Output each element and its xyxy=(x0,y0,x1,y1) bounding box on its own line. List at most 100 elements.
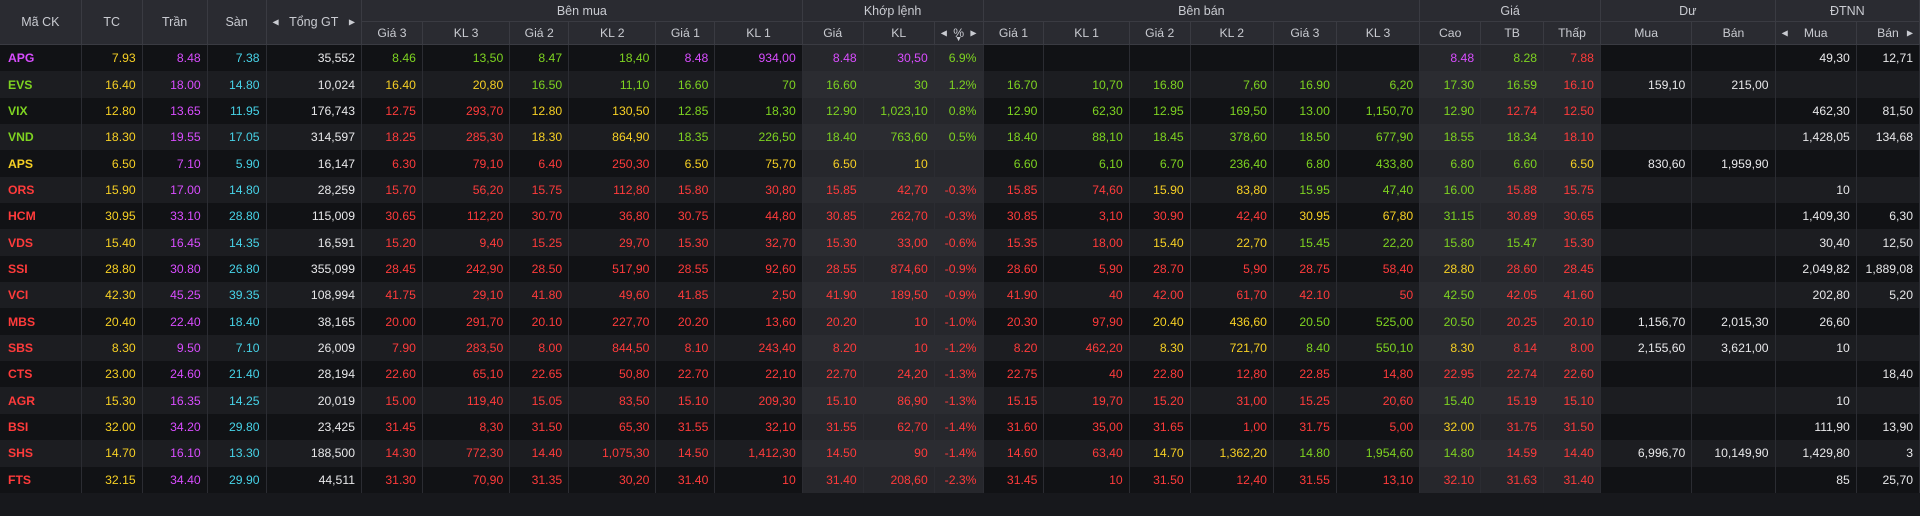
cell-symbol[interactable]: AGR xyxy=(0,387,82,414)
cell-buy-price2: 15.25 xyxy=(509,229,570,256)
col-header-high[interactable]: Cao xyxy=(1419,21,1482,45)
cell-low: 20.10 xyxy=(1543,308,1601,335)
cell-sell-price3: 20.50 xyxy=(1273,308,1337,335)
cell-buy-price1: 6.50 xyxy=(655,150,716,177)
cell-symbol[interactable]: APS xyxy=(0,150,82,177)
cell-symbol[interactable]: VDS xyxy=(0,229,82,256)
cell-low: 31.40 xyxy=(1543,466,1601,493)
table-row[interactable]: ORS 15.90 17.00 14.80 28,259 15.70 56,20 15.75 1… xyxy=(0,176,1920,204)
cell-sell-vol3: 20,60 xyxy=(1336,387,1421,414)
table-row[interactable]: CTS 23.00 24.60 21.40 28,194 22.60 65,10 22.65 5… xyxy=(0,361,1920,388)
col-header-total-value[interactable]: ◀ Tổng GT ▶ xyxy=(266,0,362,45)
cell-foreign-buy: 85 xyxy=(1775,466,1857,493)
pct-right-icon[interactable]: ▶ xyxy=(970,28,977,38)
table-row[interactable]: VCI 42.30 45.25 39.35 108,994 41.75 29,10 41.80… xyxy=(0,282,1920,309)
col-header-foreign-buy[interactable]: ◀ Mua xyxy=(1775,21,1857,45)
cell-match-vol: 10 xyxy=(863,334,935,362)
cell-ref: 42.30 xyxy=(81,282,143,309)
cell-ref: 15.30 xyxy=(81,387,143,414)
col-header-remaining-buy[interactable]: Mua xyxy=(1600,21,1693,45)
cell-symbol[interactable]: SBS xyxy=(0,334,82,362)
cell-buy-vol1: 1,412,30 xyxy=(714,440,803,467)
pct-left-icon[interactable]: ◀ xyxy=(940,28,947,38)
cell-symbol[interactable]: HCM xyxy=(0,203,82,230)
cell-ref: 7.93 xyxy=(81,44,143,72)
cell-ceiling: 9.50 xyxy=(142,334,208,362)
col-header-sell-vol1[interactable]: KL 1 xyxy=(1043,21,1130,45)
table-row[interactable]: AGR 15.30 16.35 14.25 20,019 15.00 119,40 15.05… xyxy=(0,387,1920,414)
cell-symbol[interactable]: BSI xyxy=(0,413,82,441)
cell-sell-price1: 6.60 xyxy=(983,150,1045,177)
col-header-foreign-sell[interactable]: Bán ▶ xyxy=(1856,21,1920,45)
cell-symbol[interactable]: VCI xyxy=(0,282,82,309)
table-row[interactable]: APS 6.50 7.10 5.90 16,147 6.30 79,10 6.40 250,30… xyxy=(0,150,1920,177)
col-header-low[interactable]: Thấp xyxy=(1543,21,1601,45)
cell-change-pct: -1.4% xyxy=(934,440,984,467)
cell-symbol[interactable]: SHS xyxy=(0,440,82,467)
col-header-remaining-sell[interactable]: Bán xyxy=(1691,21,1776,45)
col-header-sell-price3[interactable]: Giá 3 xyxy=(1273,21,1337,45)
group-header-price: Giá xyxy=(1419,0,1601,22)
cell-buy-price1: 31.40 xyxy=(655,466,716,493)
col-header-sell-vol3[interactable]: KL 3 xyxy=(1336,21,1421,45)
table-row[interactable]: SSI 28.80 30.80 26.80 355,099 28.45 242,90 28.5… xyxy=(0,255,1920,283)
cell-sell-vol2: 61,70 xyxy=(1190,282,1274,309)
table-row[interactable]: SHS 14.70 16.10 13.30 188,500 14.30 772,30 14.4… xyxy=(0,440,1920,467)
cell-symbol[interactable]: VIX xyxy=(0,97,82,125)
cell-avg: 31.75 xyxy=(1480,413,1545,441)
table-row[interactable]: APG 7.93 8.48 7.38 35,552 8.46 13,50 8.47 18,40 8… xyxy=(0,44,1920,72)
scroll-right-icon[interactable]: ▶ xyxy=(348,17,355,27)
table-row[interactable]: VDS 15.40 16.45 14.35 16,591 15.20 9,40 15.25 29… xyxy=(0,229,1920,256)
table-row[interactable]: SBS 8.30 9.50 7.10 26,009 7.90 283,50 8.00 844,5… xyxy=(0,334,1920,362)
cell-symbol[interactable]: EVS xyxy=(0,71,82,98)
cell-ceiling: 13.65 xyxy=(142,97,208,125)
cell-low: 12.50 xyxy=(1543,97,1601,125)
cell-symbol[interactable]: APG xyxy=(0,44,82,72)
cell-remain-buy xyxy=(1600,387,1693,414)
cell-sell-vol1: 3,10 xyxy=(1043,203,1130,230)
table-row[interactable]: BSI 32.00 34.20 29.80 23,425 31.45 8,30 31.50 65… xyxy=(0,413,1920,441)
scroll-left-icon[interactable]: ◀ xyxy=(272,17,279,27)
cell-symbol[interactable]: SSI xyxy=(0,255,82,283)
table-row[interactable]: EVS 16.40 18.00 14.80 10,024 16.40 20,80 16.50 1… xyxy=(0,71,1920,98)
col-header-buy-price3[interactable]: Giá 3 xyxy=(361,21,423,45)
col-header-buy-vol3[interactable]: KL 3 xyxy=(422,21,511,45)
cell-symbol[interactable]: MBS xyxy=(0,308,82,335)
group-header-foreign: ĐTNN xyxy=(1775,0,1920,22)
col-header-sell-price2[interactable]: Giá 2 xyxy=(1129,21,1191,45)
foreign-left-icon[interactable]: ◀ xyxy=(1781,28,1788,38)
table-row[interactable]: FTS 32.15 34.40 29.90 44,511 31.30 70,90 31.35 3… xyxy=(0,466,1920,493)
cell-buy-vol1: 226,50 xyxy=(714,124,803,151)
col-header-floor[interactable]: Sàn xyxy=(207,0,267,45)
cell-symbol[interactable]: CTS xyxy=(0,361,82,388)
col-header-buy-price1[interactable]: Giá 1 xyxy=(655,21,716,45)
table-row[interactable]: VND 18.30 19.55 17.05 314,597 18.25 285,30 18.3… xyxy=(0,124,1920,151)
cell-symbol[interactable]: FTS xyxy=(0,466,82,493)
col-header-average[interactable]: TB xyxy=(1480,21,1545,45)
foreign-right-icon[interactable]: ▶ xyxy=(1906,28,1913,38)
col-header-ceiling[interactable]: Trần xyxy=(142,0,208,45)
cell-buy-vol3: 283,50 xyxy=(422,334,511,362)
table-row[interactable]: VIX 12.80 13.65 11.95 176,743 12.75 293,70 12.8… xyxy=(0,97,1920,125)
col-header-match-volume[interactable]: KL xyxy=(863,21,935,45)
col-header-change-percent[interactable]: ◀ % ▶ ▼ xyxy=(934,21,984,45)
sort-desc-icon[interactable]: ▼ xyxy=(955,36,963,43)
cell-low: 30.65 xyxy=(1543,203,1601,230)
cell-ref: 15.90 xyxy=(81,176,143,204)
cell-symbol[interactable]: VND xyxy=(0,124,82,151)
cell-sell-vol2: 7,60 xyxy=(1190,71,1274,98)
col-header-symbol[interactable]: Mã CK xyxy=(0,0,82,45)
col-header-buy-price2[interactable]: Giá 2 xyxy=(509,21,570,45)
col-header-reference[interactable]: TC xyxy=(81,0,143,45)
cell-sell-vol3: 677,90 xyxy=(1336,124,1421,151)
table-row[interactable]: HCM 30.95 33.10 28.80 115,009 30.65 112,20 30.7… xyxy=(0,203,1920,230)
cell-symbol[interactable]: ORS xyxy=(0,176,82,204)
col-header-sell-price1[interactable]: Giá 1 xyxy=(983,21,1045,45)
col-header-buy-vol1[interactable]: KL 1 xyxy=(714,21,803,45)
table-row[interactable]: MBS 20.40 22.40 18.40 38,165 20.00 291,70 20.10… xyxy=(0,308,1920,335)
col-header-buy-vol2[interactable]: KL 2 xyxy=(568,21,657,45)
col-header-match-price[interactable]: Giá xyxy=(802,21,864,45)
col-header-sell-vol2[interactable]: KL 2 xyxy=(1190,21,1274,45)
cell-buy-vol1: 32,10 xyxy=(714,413,803,441)
col-header-foreign-buy-label: Mua xyxy=(1803,26,1828,40)
